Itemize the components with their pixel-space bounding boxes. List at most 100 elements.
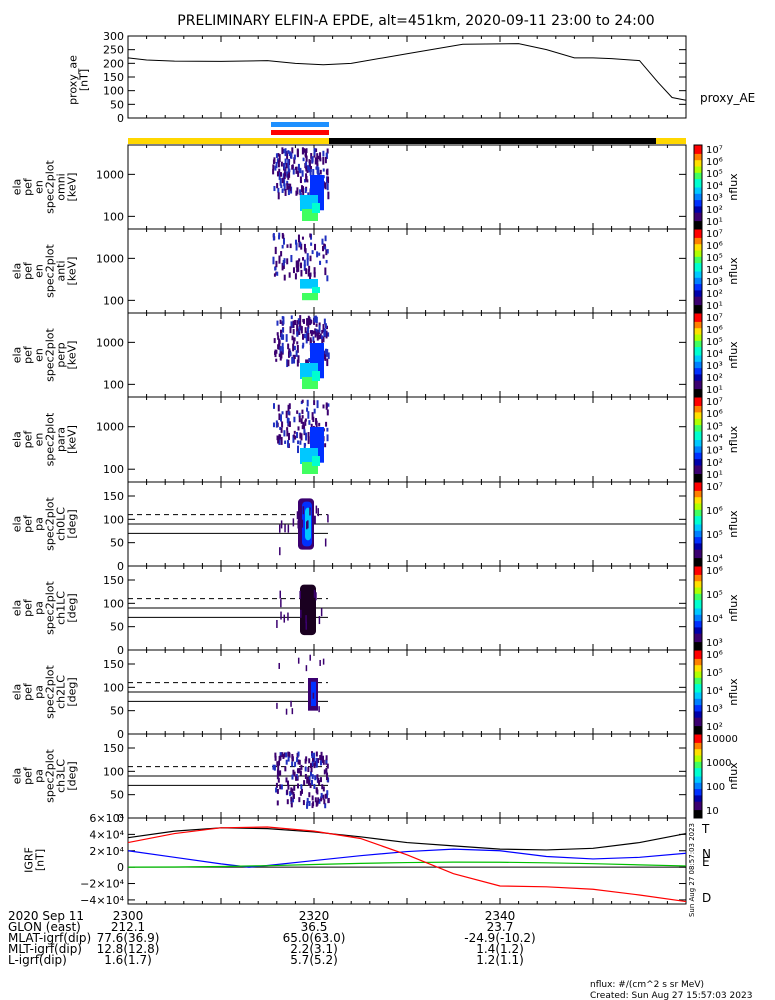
spectrogram-pixel bbox=[312, 168, 315, 176]
colorbar-swatch bbox=[694, 424, 702, 428]
spec_anti-ylabel: en bbox=[33, 264, 46, 278]
spectrogram-pixel bbox=[324, 235, 327, 242]
pa-pixel bbox=[314, 775, 317, 781]
colorbar-swatch bbox=[694, 767, 702, 771]
igrf-y-tick-label: 6×10⁴ bbox=[89, 812, 124, 825]
spectrogram-pixel bbox=[301, 147, 304, 155]
colorbar-swatch bbox=[694, 637, 702, 640]
colorbar-swatch bbox=[694, 771, 702, 775]
colorbar-swatch bbox=[694, 224, 702, 228]
state-bar-yellow bbox=[128, 138, 271, 144]
colorbar-swatch bbox=[694, 180, 702, 184]
colorbar-swatch bbox=[694, 786, 702, 790]
proxy-ae-line bbox=[127, 43, 687, 101]
colorbar-swatch bbox=[694, 671, 702, 674]
colorbar-swatch bbox=[694, 797, 702, 800]
spectrogram-pixel bbox=[278, 439, 281, 445]
pa-pixel bbox=[278, 524, 281, 533]
colorbar-swatch bbox=[694, 462, 702, 466]
colorbar-swatch bbox=[694, 687, 702, 691]
spectrogram-pixel bbox=[292, 337, 295, 344]
spectrogram-pixel bbox=[296, 148, 299, 157]
spectrogram-pixel bbox=[292, 343, 295, 352]
spectrogram-pixel bbox=[325, 330, 328, 339]
spectrogram-pixel bbox=[299, 167, 302, 174]
spec_perp-ylabel: perp bbox=[55, 342, 68, 367]
spectrogram-pixel bbox=[304, 443, 307, 447]
igrf-series-D bbox=[127, 826, 687, 903]
pa-pixel bbox=[292, 518, 295, 527]
spectrogram-pixel bbox=[272, 422, 275, 428]
spectrogram-pixel bbox=[286, 359, 289, 368]
colorbar-tick-label: 10⁶ bbox=[706, 157, 723, 168]
colorbar-swatch bbox=[694, 612, 702, 615]
spec_perp-colorbar bbox=[693, 312, 703, 398]
spectrogram-pixel bbox=[289, 352, 292, 357]
colorbar-tick-label: 10³ bbox=[706, 277, 723, 288]
spectrogram-pixel bbox=[298, 258, 301, 262]
pa-pixel bbox=[306, 803, 309, 809]
colorbar-swatch bbox=[694, 216, 702, 219]
spectrogram-pixel bbox=[303, 428, 306, 434]
spec_perp-ylabel: [keV] bbox=[66, 341, 79, 370]
pa-pixel bbox=[325, 755, 328, 761]
spectrogram-pixel bbox=[308, 159, 311, 167]
spectrogram-pixel bbox=[324, 351, 327, 355]
colorbar-tick-label: 10¹ bbox=[706, 217, 723, 228]
colorbar-swatch bbox=[694, 371, 702, 375]
colorbar-swatch bbox=[694, 266, 702, 270]
spectrogram-pixel bbox=[299, 180, 302, 184]
colorbar-swatch bbox=[694, 469, 702, 472]
pa-pixel bbox=[314, 515, 316, 524]
y-tick-label: 150 bbox=[103, 574, 124, 587]
pa_ch3-ylabel: ch3LC bbox=[55, 759, 68, 793]
pa-pixel bbox=[310, 779, 313, 785]
x-row-value: 12.8(12.8) bbox=[97, 942, 160, 956]
colorbar-swatch bbox=[694, 608, 702, 611]
pa-pixel bbox=[325, 758, 328, 764]
spectrogram-pixel bbox=[275, 153, 278, 158]
state-bar-yellow bbox=[656, 138, 686, 144]
colorbar-swatch bbox=[694, 528, 702, 531]
colorbar-swatch bbox=[694, 201, 702, 205]
colorbar-swatch bbox=[694, 304, 702, 308]
spectrogram-pixel bbox=[310, 330, 313, 337]
spectrogram-pixel bbox=[325, 152, 328, 160]
spectrogram-pixel bbox=[297, 445, 300, 454]
pa-pixel bbox=[291, 761, 294, 767]
pa-pixel bbox=[290, 700, 292, 707]
colorbar-swatch bbox=[694, 289, 702, 293]
colorbar-swatch bbox=[694, 426, 702, 430]
pa-pixel bbox=[280, 611, 282, 620]
pa-pixel bbox=[312, 757, 315, 763]
colorbar-tick-label: 10⁶ bbox=[706, 325, 723, 336]
colorbar-swatch bbox=[694, 744, 702, 748]
colorbar-swatch bbox=[694, 456, 702, 460]
colorbar-swatch bbox=[694, 622, 702, 626]
spectrogram-pixel bbox=[274, 246, 277, 255]
spectrogram-pixel bbox=[296, 345, 299, 353]
colorbar-swatch bbox=[694, 658, 702, 661]
colorbar-swatch bbox=[694, 403, 702, 406]
colorbar-tick-label: 10⁵ bbox=[706, 421, 723, 432]
spec_anti-pixels bbox=[272, 232, 329, 301]
spectrogram-pixel bbox=[277, 335, 280, 340]
colorbar-swatch bbox=[694, 721, 702, 724]
spectrogram-pixel bbox=[295, 260, 298, 268]
pa-pixel bbox=[307, 766, 310, 772]
spectrogram-pixel bbox=[297, 318, 300, 325]
spectrogram-pixel bbox=[318, 335, 321, 340]
spectrogram-pixel bbox=[321, 238, 324, 245]
igrf-y-tick-label: 2×10⁴ bbox=[89, 845, 124, 858]
spectrogram-pixel bbox=[278, 232, 281, 237]
spectrogram-pixel bbox=[314, 160, 317, 165]
pa-pixel bbox=[298, 768, 301, 774]
spectrogram-pixel bbox=[295, 350, 298, 357]
spectrogram-pixel bbox=[278, 168, 281, 176]
colorbar-swatch bbox=[694, 418, 702, 421]
pa-pixel bbox=[325, 775, 328, 781]
spec_perp-pixels bbox=[273, 315, 330, 389]
colorbar-swatch bbox=[694, 803, 702, 806]
colorbar-swatch bbox=[694, 428, 702, 432]
pa_ch0-ylabel: pef bbox=[22, 514, 35, 533]
